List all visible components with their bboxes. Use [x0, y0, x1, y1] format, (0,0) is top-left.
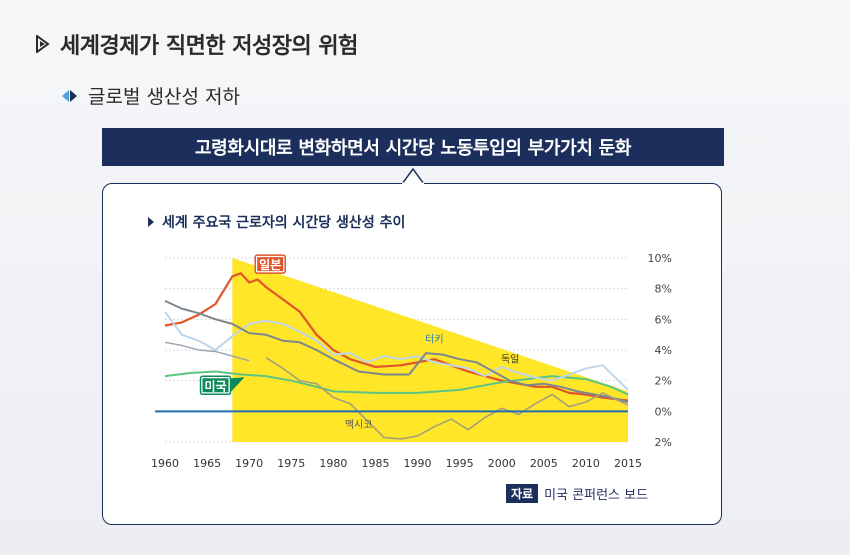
series-label-mexico: 멕시코	[345, 419, 373, 431]
y-tick-label: 10%	[648, 252, 672, 265]
x-tick-label: 2010	[572, 457, 600, 470]
y-tick-label: 2%	[655, 436, 672, 449]
source-note: 자료 미국 콘퍼런스 보드	[506, 484, 648, 503]
sub-heading: 글로벌 생산성 저하	[62, 82, 240, 109]
x-tick-label: 1970	[235, 457, 263, 470]
page-title: 세계경제가 직면한 저성장의 위험	[60, 34, 358, 59]
series-line-turkey	[164, 311, 629, 391]
chart-title-text: 세계 주요국 근로자의 시간당 생산성 추이	[162, 215, 406, 231]
series-label-fill	[257, 257, 284, 272]
x-tick-label: 1980	[319, 457, 347, 470]
banner: 고령화시대로 변화하면서 시간당 노동투입의 부가가치 둔화	[102, 128, 724, 166]
series-label-fill	[202, 378, 229, 393]
series-label-japan: 일본	[259, 258, 281, 272]
x-tick-label: 2000	[488, 457, 516, 470]
x-tick-label: 1965	[193, 457, 221, 470]
y-tick-label: 6%	[655, 313, 672, 326]
y-tick-label: 0%	[655, 405, 672, 418]
subheading-text: 글로벌 생산성 저하	[88, 86, 240, 108]
chart-title: 세계 주요국 근로자의 시간당 생산성 추이	[148, 212, 405, 232]
x-tick-label: 1975	[277, 457, 305, 470]
source-text: 미국 콘퍼런스 보드	[544, 488, 649, 503]
series-line-japan	[164, 272, 629, 402]
series-label-usa: 미국	[204, 378, 226, 393]
x-tick-label: 2005	[530, 457, 558, 470]
y-tick-label: 8%	[655, 283, 672, 296]
series-line-mexico	[265, 357, 629, 440]
callout-notch	[402, 168, 424, 184]
main-heading: 세계경제가 직면한 저성장의 위험	[36, 28, 358, 60]
y-tick-label: 2%	[655, 375, 672, 388]
diamond-arrow-icon	[62, 89, 77, 102]
highlight-region	[232, 258, 628, 442]
x-tick-label: 1995	[446, 457, 474, 470]
x-tick-label: 1960	[151, 457, 179, 470]
series-line-germany	[164, 299, 629, 404]
series-label-turkey: 터키	[425, 333, 443, 345]
x-tick-label: 1985	[361, 457, 389, 470]
series-label-germany: 독일	[501, 353, 519, 365]
chevron-right-icon	[36, 35, 50, 53]
x-tick-label: 1990	[404, 457, 432, 470]
x-tick-label: 2015	[614, 457, 642, 470]
source-tag: 자료	[506, 484, 539, 503]
series-line-other1	[164, 341, 250, 362]
y-tick-label: 4%	[655, 344, 672, 357]
series-label-pointer	[230, 377, 245, 393]
triangle-bullet-icon	[148, 217, 154, 227]
